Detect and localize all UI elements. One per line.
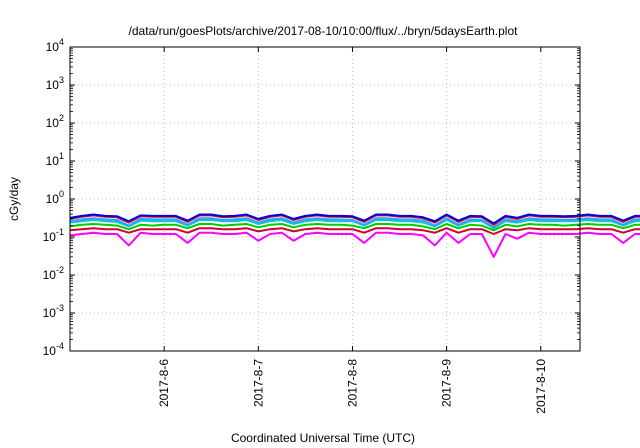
y-tick-label: 103: [46, 75, 64, 92]
series-line-2: [69, 227, 640, 235]
y-tick-label: 101: [46, 151, 64, 168]
y-tick-label: 104: [46, 37, 64, 54]
x-tick-label: 2017-8-7: [251, 359, 265, 407]
x-tick-label: 2017-8-8: [345, 359, 359, 407]
x-tick-label: 2017-8-9: [440, 359, 454, 407]
series-line-5: [69, 214, 640, 226]
y-tick-label: 10-4: [43, 341, 64, 358]
series-line-7: [69, 217, 640, 229]
y-axis: 10-4 10-3 10-2 10-1 100 101 102 103 104: [43, 37, 580, 358]
y-tick-label: 10-2: [43, 265, 64, 282]
series-group: [69, 213, 640, 258]
y-tick-label: 100: [46, 189, 64, 206]
series-line-1: [69, 231, 640, 258]
x-axis-label: Coordinated Universal Time (UTC): [231, 431, 415, 445]
x-tick-label: 2017-8-10: [534, 359, 548, 414]
y-axis-label: cGy/day: [7, 177, 21, 221]
y-tick-label: 10-3: [43, 303, 64, 320]
series-line-6: [69, 213, 640, 225]
series-line-3: [69, 223, 640, 232]
series-line-4: [69, 219, 640, 230]
chart-title: /data/run/goesPlots/archive/2017-08-10/1…: [129, 24, 519, 38]
y-tick-label: 102: [46, 113, 64, 130]
grid: [70, 47, 580, 351]
x-tick-label: 2017-8-6: [157, 359, 171, 407]
y-tick-label: 10-1: [43, 227, 64, 244]
x-axis: 2017-8-6 2017-8-7 2017-8-8 2017-8-9 2017-8-1…: [157, 47, 548, 414]
